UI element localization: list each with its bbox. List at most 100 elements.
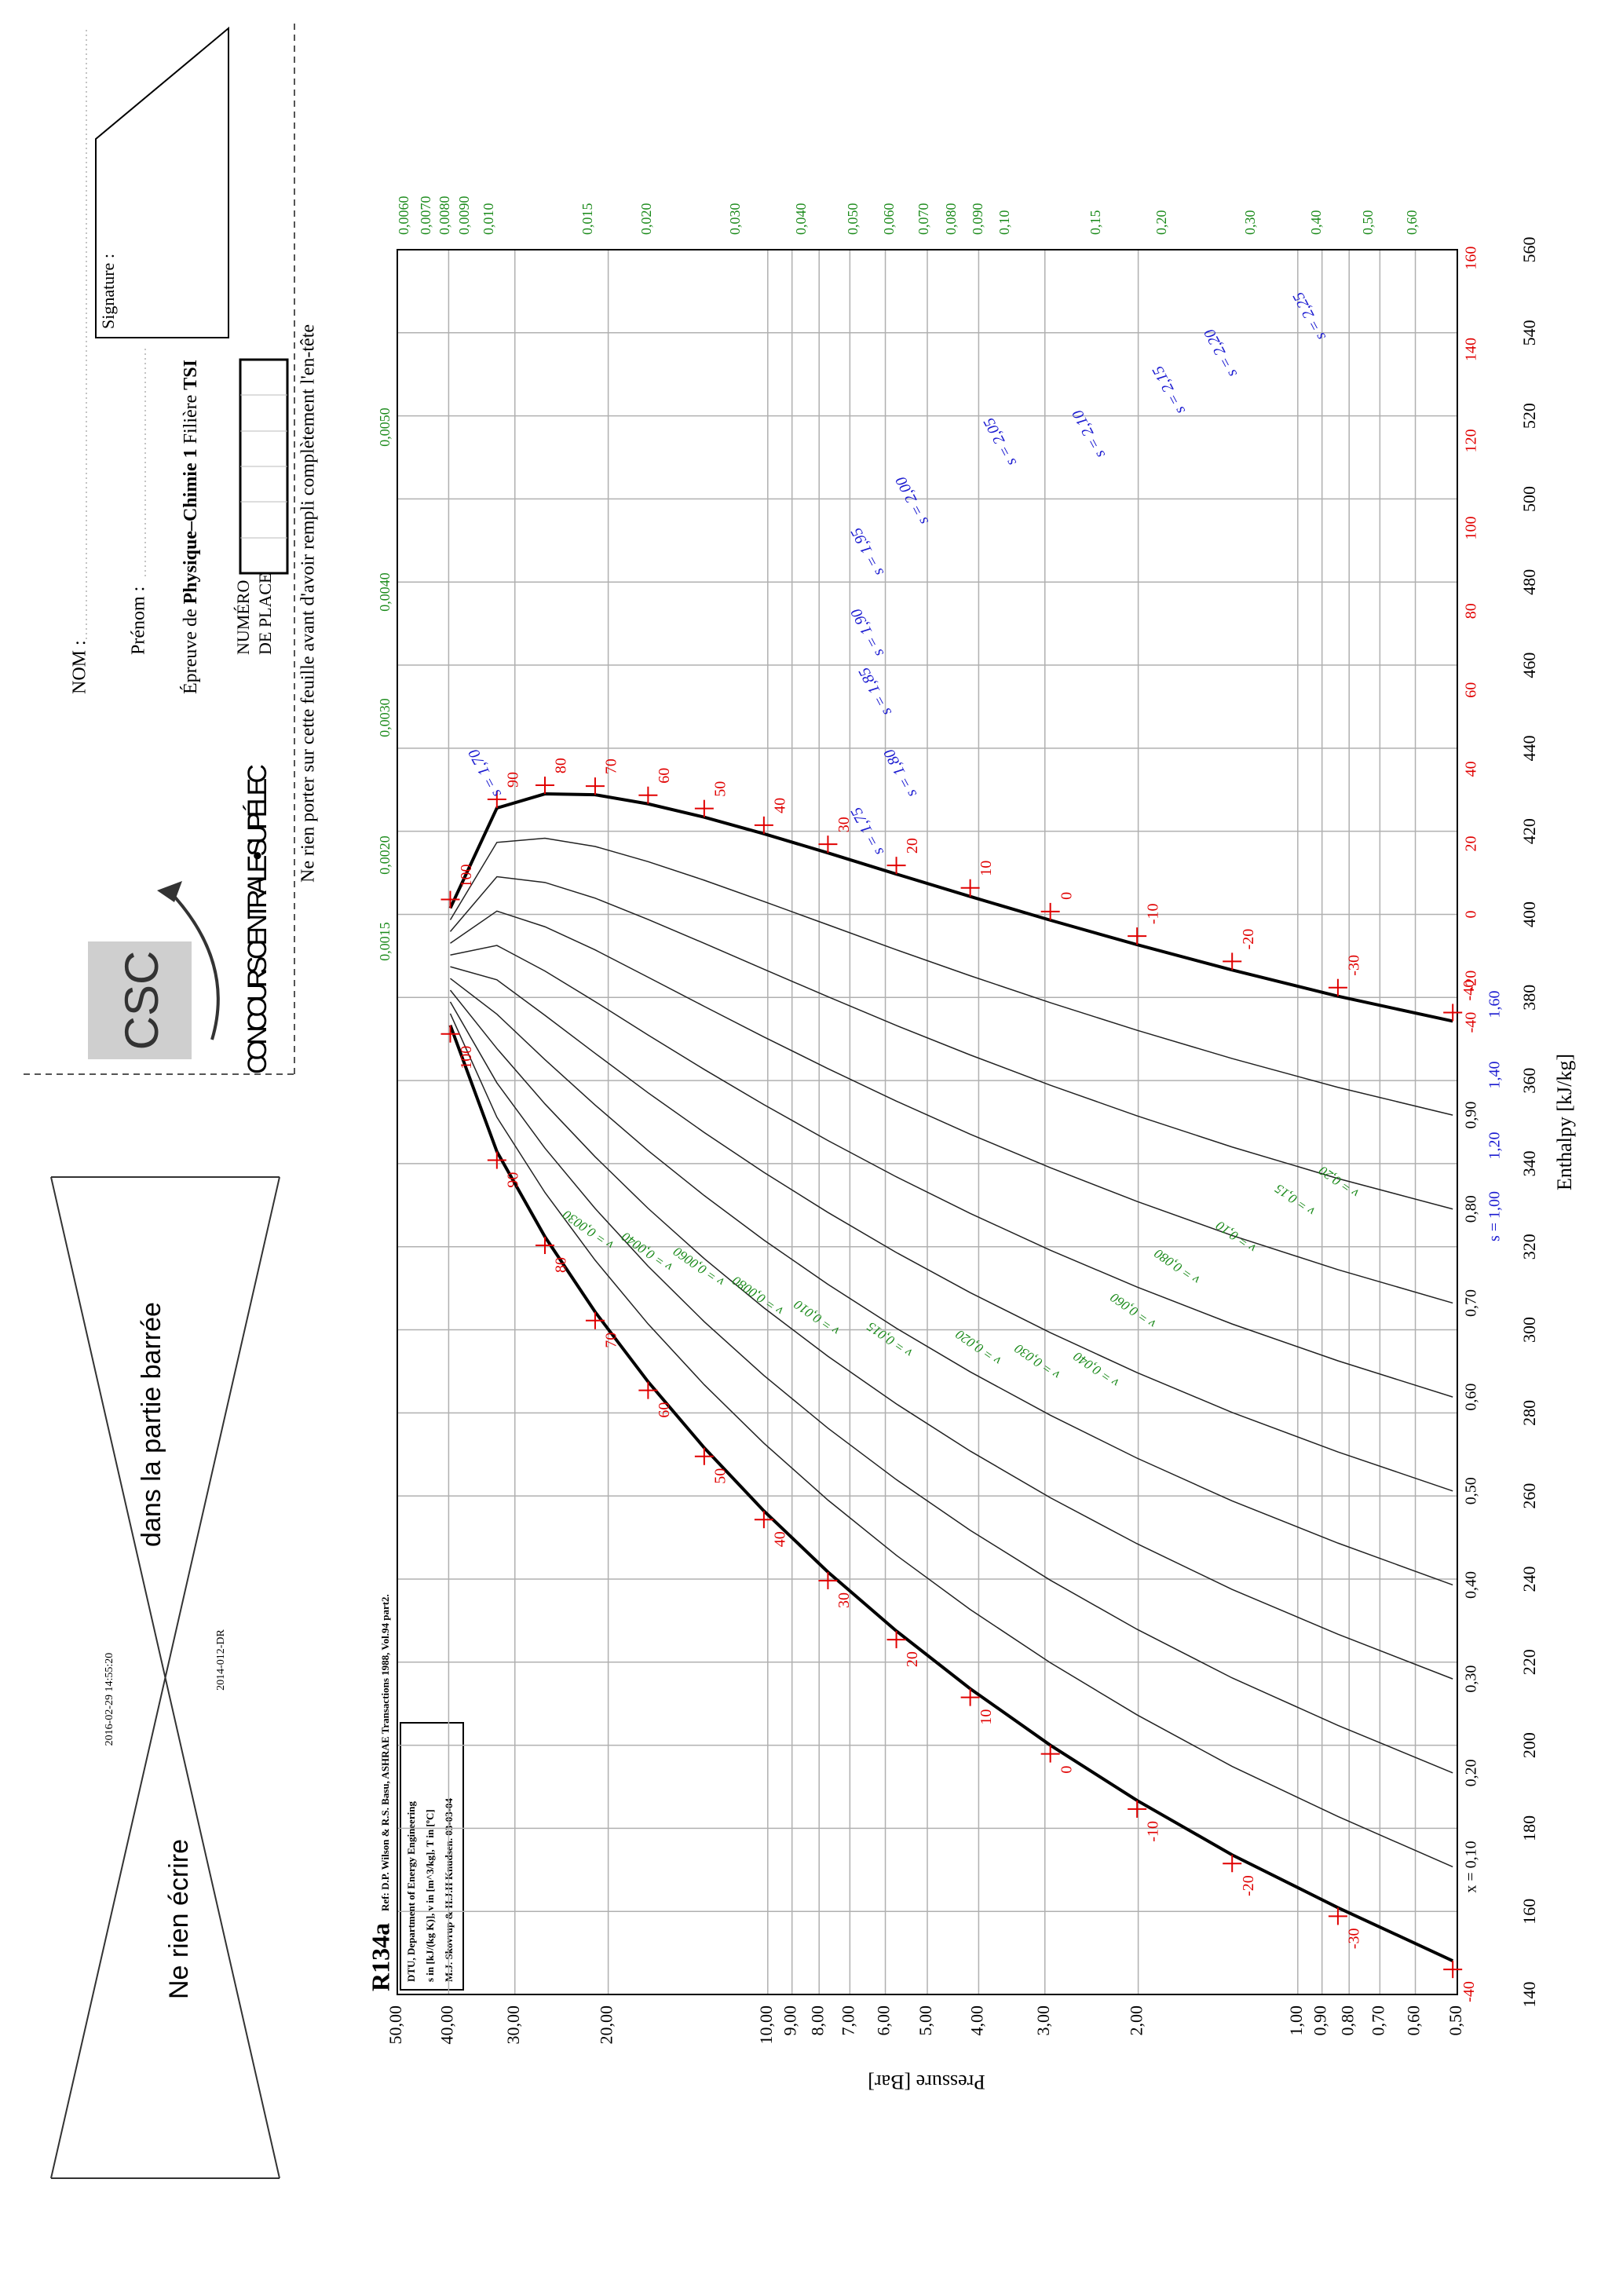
quality-line — [450, 945, 1453, 1398]
isotherm-label: 80 — [553, 758, 570, 773]
entropy-label: 1,20 — [1486, 1132, 1504, 1160]
quality-label: x = 0,10 — [1463, 1841, 1480, 1892]
quality-label: 0,60 — [1463, 1384, 1480, 1411]
plot-frame — [397, 249, 1458, 1995]
logo-box — [88, 941, 192, 1059]
label-prenom: Prénom : — [129, 587, 149, 655]
isotherm-label: -10 — [1145, 903, 1162, 924]
isotherm-label: 70 — [603, 759, 620, 774]
x-axis-label: Enthalpy [kJ/kg] — [1553, 1054, 1576, 1190]
quality-line — [449, 876, 1453, 1210]
isotherm-label: 80 — [1463, 603, 1480, 619]
filiere: TSI — [181, 360, 201, 390]
entropy-label: s = 1,70 — [465, 746, 505, 800]
volume-label: 0,60 — [1404, 210, 1420, 236]
volume-label: 0,0015 — [377, 922, 393, 961]
isotherm-label: 70 — [603, 1333, 620, 1348]
volume-label: v = 0,010 — [791, 1296, 842, 1339]
x-tick-label: 480 — [1519, 569, 1539, 595]
x-tick-label: 460 — [1519, 653, 1539, 678]
crossed-zone — [50, 1176, 280, 2179]
y-tick-label: 0,50 — [1446, 2005, 1465, 2036]
label-nom: NOM : — [70, 640, 90, 694]
isotherm-label: -10 — [1145, 1821, 1162, 1842]
y-tick-label: 0,60 — [1404, 2005, 1424, 2036]
volume-label: 0,0090 — [456, 196, 472, 236]
volume-label: 0,0080 — [437, 196, 452, 236]
isotherm-label: -30 — [1346, 1928, 1363, 1949]
quality-label: 0,70 — [1463, 1289, 1480, 1317]
volume-label: v = 0,0060 — [671, 1244, 727, 1289]
entropy-label: s = 1,90 — [847, 605, 887, 660]
volume-label: v = 0,0080 — [729, 1273, 786, 1318]
volume-label: v = 0,20 — [1316, 1163, 1362, 1201]
entropy-label: s = 1,80 — [880, 746, 920, 800]
isotherm-label: 60 — [1463, 682, 1480, 698]
place-label: DE PLACE — [255, 573, 275, 656]
volume-label: 0,30 — [1242, 210, 1258, 236]
isotherm-label: 40 — [771, 1531, 788, 1547]
legend-box — [400, 1722, 464, 1991]
volume-label: 0,070 — [916, 203, 931, 236]
volume-label: 0,080 — [943, 203, 959, 236]
y-tick-label: 4,00 — [967, 2005, 986, 2036]
isotherm-label: -20 — [1240, 1875, 1257, 1896]
quality-line — [449, 1001, 1453, 1774]
saturation-line — [448, 1025, 1454, 1962]
isotherm-label: -40 — [1460, 980, 1478, 1001]
contest: CONCOURS CENTRALE•SUPÉLEC — [243, 764, 272, 1074]
isotherm-label: 160 — [1463, 247, 1480, 270]
x-tick-label: 260 — [1519, 1483, 1539, 1509]
isotherm-label: 30 — [835, 1592, 853, 1608]
logo: CSC — [115, 951, 168, 1051]
isotherm-label: 0 — [1058, 892, 1075, 900]
volume-label: v = 0,040 — [1070, 1348, 1121, 1391]
volume-label: 0,0040 — [377, 572, 393, 612]
place-box — [239, 358, 289, 575]
entropy-label: 1,60 — [1486, 991, 1504, 1018]
y-tick-label: 2,00 — [1127, 2005, 1146, 2036]
quality-label: 0,20 — [1463, 1759, 1480, 1786]
y-tick-label: 0,80 — [1337, 2005, 1357, 2036]
isotherm-label: -40 — [1460, 1981, 1478, 2002]
isotherm-label: -30 — [1346, 955, 1363, 976]
isotherm-label: 100 — [458, 865, 475, 888]
volume-label: 0,090 — [970, 203, 985, 236]
volume-label: 0,050 — [845, 203, 861, 236]
isotherm-label: 90 — [504, 772, 521, 788]
y-tick-label: 30,00 — [503, 2005, 523, 2045]
entropy-label: s = 1,95 — [847, 525, 887, 579]
isotherm-label: 10 — [978, 1709, 995, 1725]
isotherm-label: 0 — [1463, 910, 1480, 918]
entropy-label: s = 2,25 — [1289, 289, 1329, 343]
entropy-label: s = 2,15 — [1149, 363, 1189, 417]
y-tick-label: 5,00 — [916, 2005, 935, 2036]
isotherm-label: 30 — [835, 817, 853, 832]
x-tick-label: 400 — [1519, 901, 1539, 927]
x-tick-label: 540 — [1519, 320, 1539, 345]
x-tick-label: 240 — [1519, 1566, 1539, 1592]
entropy-label: s = 2,00 — [892, 473, 932, 528]
y-tick-label: 50,00 — [386, 2005, 405, 2045]
y-axis-label: Pressure [Bar] — [868, 2071, 985, 2093]
signature-label: Signature : — [98, 254, 118, 329]
code: 2014-012-DR — [215, 1629, 227, 1690]
x-tick-label: 360 — [1519, 1068, 1539, 1094]
x-tick-label: 220 — [1519, 1649, 1539, 1675]
filiere-prefix: Filière — [181, 390, 201, 449]
y-tick-label: 9,00 — [780, 2005, 800, 2036]
x-tick-label: 280 — [1519, 1400, 1539, 1426]
quality-label: 0,50 — [1463, 1477, 1480, 1504]
isotherm-label: 140 — [1463, 338, 1480, 361]
volume-label: 0,030 — [727, 203, 743, 236]
isotherm-label: 60 — [656, 768, 673, 784]
chart-subtitle: Ref: D.P. Wilson & R.S. Basu, ASHRAE Tra… — [379, 1594, 391, 1911]
isotherm-label: 20 — [904, 1651, 921, 1667]
volume-label: 0,10 — [996, 210, 1012, 236]
volume-label: 0,0050 — [377, 408, 393, 447]
entropy-label: s = 2,10 — [1069, 407, 1109, 461]
cross-text: dans la partie barrée — [137, 1302, 166, 1547]
y-tick-label: 6,00 — [874, 2005, 894, 2036]
